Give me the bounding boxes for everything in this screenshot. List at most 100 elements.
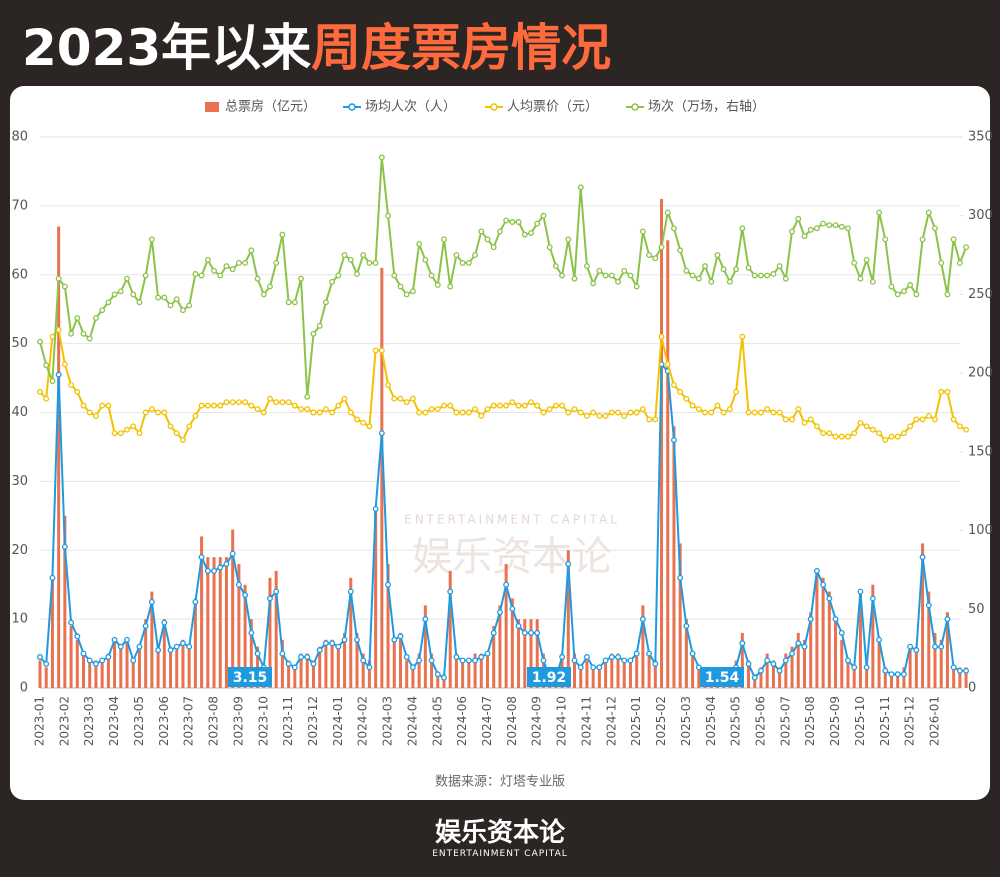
line-marker [708, 278, 715, 285]
line-marker [496, 609, 503, 616]
line-marker [795, 640, 802, 647]
bar [809, 612, 813, 688]
title-highlight: 周度票房情况 [311, 19, 612, 77]
line-marker [155, 647, 162, 654]
bar [579, 667, 583, 688]
line-marker [447, 588, 454, 595]
line-marker [186, 643, 193, 650]
line-marker [459, 409, 466, 416]
y2-tick-label: 50 [968, 602, 985, 617]
line-marker [534, 220, 541, 227]
line-marker [99, 657, 106, 664]
bar [684, 619, 688, 688]
line-marker [559, 272, 566, 279]
y2-tick-label: 0 [968, 681, 976, 696]
line-marker [142, 272, 149, 279]
line-marker [646, 416, 653, 423]
line-marker [229, 266, 236, 273]
line-marker [932, 416, 938, 423]
line-marker [751, 674, 758, 681]
line-marker [409, 288, 416, 295]
line-marker [758, 272, 764, 279]
bar [691, 653, 695, 688]
line-marker [720, 409, 727, 416]
bar [889, 674, 893, 688]
line-marker [310, 660, 317, 667]
bar [349, 577, 353, 688]
y-tick-label: 70 [11, 198, 28, 213]
line-marker [894, 671, 901, 678]
x-tick-label: 2025-12 [903, 696, 917, 746]
line-marker [838, 223, 845, 230]
line-marker [397, 633, 404, 640]
bar [852, 667, 856, 688]
line-marker [925, 412, 932, 419]
bar [628, 660, 632, 688]
bar [417, 653, 421, 688]
x-tick-label: 2023-10 [256, 696, 270, 746]
line-marker [552, 402, 559, 409]
line-marker [540, 212, 547, 219]
line-marker [80, 330, 87, 337]
line-marker [204, 402, 211, 409]
line-marker [148, 406, 155, 413]
bar [249, 619, 253, 688]
line-marker [92, 412, 99, 419]
line-marker [876, 636, 883, 643]
line-marker [627, 657, 634, 664]
line-marker [37, 388, 43, 395]
bar [883, 667, 887, 688]
bar [939, 639, 943, 688]
line-marker [671, 437, 677, 443]
line-marker [652, 255, 659, 262]
line-marker [950, 664, 957, 671]
line-marker [863, 256, 870, 263]
x-tick-label: 2023-03 [82, 696, 96, 746]
line [39, 157, 968, 397]
line-marker [273, 399, 280, 406]
line-marker [453, 654, 460, 660]
y2-tick-label: 100 [968, 523, 993, 538]
bar [616, 653, 620, 688]
footer-brand: 娱乐资本论 [434, 818, 565, 848]
annotation: 3.15 [233, 670, 268, 686]
line-marker [43, 660, 50, 667]
line-marker [695, 275, 702, 282]
x-tick-label: 2025-03 [679, 696, 693, 746]
line-marker [441, 674, 447, 681]
line-marker [341, 395, 348, 402]
line-marker [378, 430, 385, 437]
line-marker [826, 222, 833, 229]
y-tick-label: 60 [11, 267, 28, 282]
line-marker [963, 244, 970, 251]
line-marker [876, 209, 883, 216]
x-tick-label: 2024-03 [381, 696, 395, 746]
line-marker [360, 657, 367, 664]
x-tick-label: 2023-01 [33, 696, 47, 746]
line-marker [664, 361, 671, 368]
line-marker [267, 595, 273, 602]
line-marker [639, 406, 646, 413]
line-marker [770, 409, 777, 416]
line-marker [180, 307, 186, 314]
line-marker [919, 416, 926, 423]
bar [63, 515, 67, 688]
x-tick-label: 2023-11 [281, 696, 295, 746]
line-marker [403, 399, 410, 406]
bar [75, 639, 79, 688]
line-marker [851, 664, 858, 671]
line-marker [316, 647, 323, 654]
line-marker [378, 347, 385, 354]
line-marker [472, 657, 479, 664]
line-marker [577, 184, 584, 191]
line-marker [310, 409, 317, 416]
y2-tick-label: 300 [968, 208, 993, 223]
bar [834, 619, 838, 688]
bar [896, 674, 900, 688]
line-marker [130, 291, 137, 298]
bar [523, 619, 527, 688]
line-marker [546, 406, 553, 413]
line-marker [136, 643, 143, 650]
bar [821, 577, 825, 688]
